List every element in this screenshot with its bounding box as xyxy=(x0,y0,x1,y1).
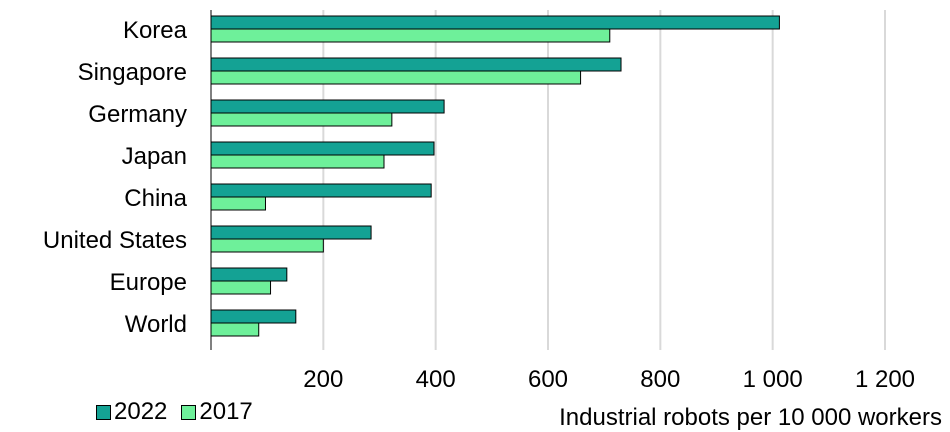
bar-germany-2022 xyxy=(210,99,445,114)
category-label-germany: Germany xyxy=(88,101,187,128)
x-tick-label-5: 1 200 xyxy=(855,366,915,393)
legend: 2022 2017 xyxy=(96,398,253,426)
bars xyxy=(210,15,780,337)
bar-china-2022 xyxy=(210,183,432,198)
bar-world-2017 xyxy=(210,322,260,337)
legend-swatch-2022 xyxy=(96,404,111,420)
category-labels: Korea Singapore Germany Japan China United St… xyxy=(43,17,188,338)
x-tick-label-0: 200 xyxy=(303,366,343,393)
x-axis-title: Industrial robots per 10 000 workers xyxy=(559,404,942,431)
bar-korea-2022 xyxy=(210,15,780,30)
x-tick-label-3: 800 xyxy=(640,366,680,393)
bar-world-2022 xyxy=(210,309,297,324)
bar-china-2017 xyxy=(210,196,266,211)
legend-swatch-2017 xyxy=(181,404,197,420)
legend-label-2022: 2022 xyxy=(114,398,168,425)
x-tick-label-1: 400 xyxy=(416,366,456,393)
bar-europe-2017 xyxy=(210,280,272,295)
bar-korea-2017 xyxy=(210,28,611,43)
bar-europe-2022 xyxy=(210,267,288,282)
bar-united-states-2017 xyxy=(210,238,324,253)
category-label-world: World xyxy=(125,311,187,338)
category-label-singapore: Singapore xyxy=(78,59,187,86)
category-label-japan: Japan xyxy=(122,143,187,170)
bar-germany-2017 xyxy=(210,112,393,127)
category-label-europe: Europe xyxy=(110,269,187,296)
bar-united-states-2022 xyxy=(210,225,372,240)
bar-singapore-2017 xyxy=(210,70,582,85)
bar-japan-2022 xyxy=(210,141,435,156)
x-tick-label-2: 600 xyxy=(528,366,568,393)
bar-singapore-2022 xyxy=(210,57,622,72)
category-label-united-states: United States xyxy=(43,227,187,254)
bar-japan-2017 xyxy=(210,154,385,169)
category-label-korea: Korea xyxy=(123,17,188,44)
legend-item-2017: 2017 xyxy=(181,398,253,426)
x-tick-labels: 200 400 600 800 1 000 1 200 xyxy=(303,366,915,393)
x-tick-label-4: 1 000 xyxy=(743,366,803,393)
category-label-china: China xyxy=(124,185,187,212)
legend-item-2022: 2022 xyxy=(96,398,167,426)
legend-label-2017: 2017 xyxy=(199,398,253,425)
